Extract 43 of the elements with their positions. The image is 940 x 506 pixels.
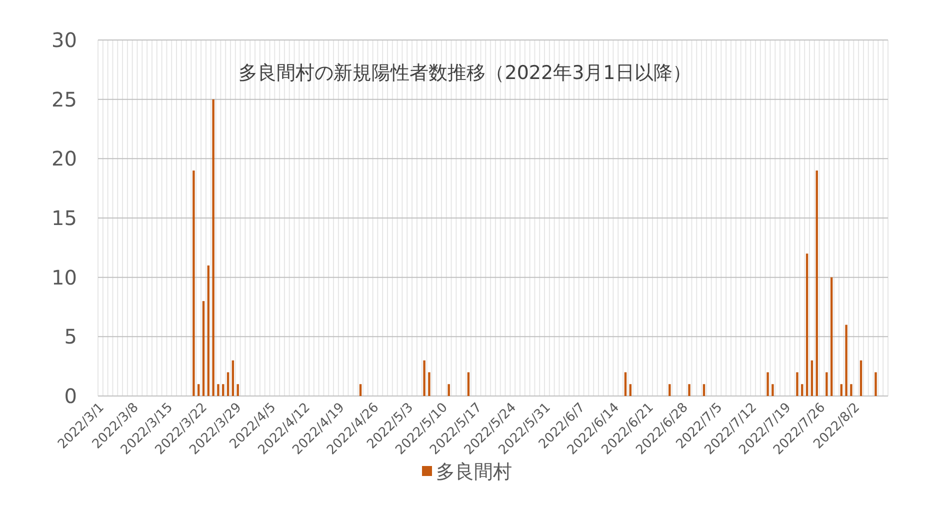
bar	[801, 384, 804, 396]
y-tick-label: 0	[64, 384, 77, 408]
bar	[212, 99, 214, 396]
bar	[810, 360, 814, 396]
bar	[796, 372, 798, 396]
bar	[816, 170, 818, 396]
bar	[772, 384, 774, 396]
bar	[688, 384, 690, 396]
bar	[222, 384, 224, 396]
bar	[830, 277, 833, 396]
bar	[448, 384, 450, 396]
legend-label: 多良間村	[436, 461, 512, 483]
bar	[428, 372, 430, 396]
text: 多良間村の新規陽性者数推移（2022年3月1日以降）	[238, 62, 692, 84]
bar	[423, 360, 426, 396]
bar	[202, 301, 205, 396]
y-tick-label: 20	[52, 146, 77, 171]
bar	[806, 254, 808, 396]
bar	[860, 360, 862, 396]
bar	[766, 372, 769, 396]
bar	[826, 372, 828, 396]
bar	[668, 384, 671, 396]
bar	[232, 360, 234, 396]
bar	[702, 384, 706, 396]
y-tick-label: 30	[52, 28, 77, 52]
bar	[236, 384, 239, 396]
bar	[850, 384, 852, 396]
bar	[197, 384, 200, 396]
bar	[840, 384, 842, 396]
y-tick-label: 10	[52, 265, 77, 290]
bar	[359, 384, 362, 396]
y-tick-label: 15	[52, 206, 77, 230]
bar	[874, 372, 877, 396]
bar	[624, 372, 627, 396]
y-tick-label: 5	[64, 324, 77, 349]
bar	[629, 384, 632, 396]
bar	[192, 170, 195, 396]
bar	[207, 265, 210, 396]
bar	[845, 324, 848, 396]
y-tick-label: 25	[52, 87, 77, 112]
bar	[467, 372, 470, 396]
bar	[226, 372, 230, 396]
bar	[217, 384, 220, 396]
